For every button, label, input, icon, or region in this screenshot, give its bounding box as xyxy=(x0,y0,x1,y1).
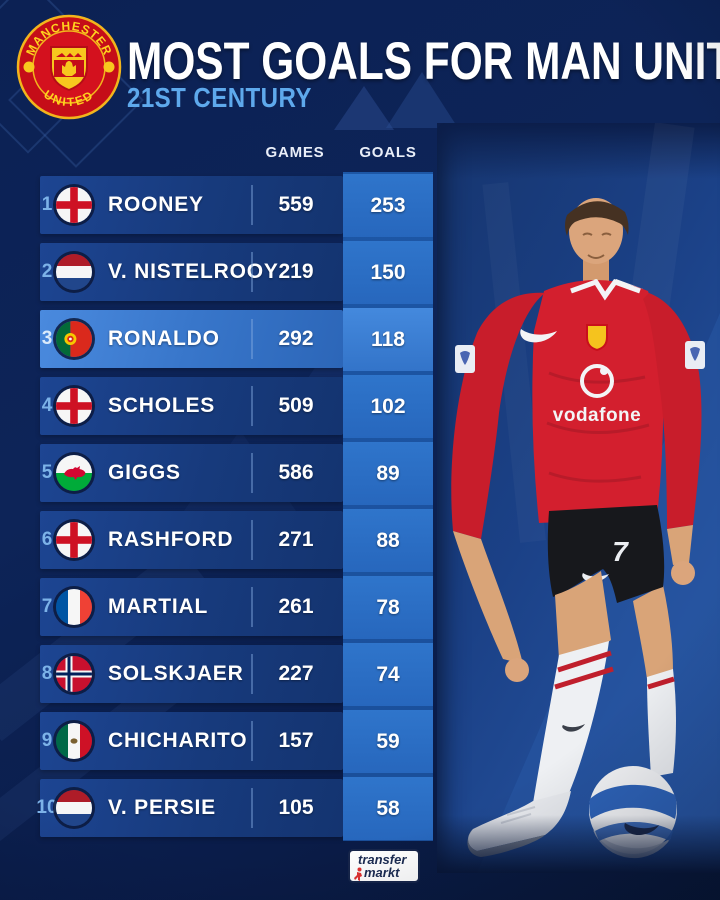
games-value: 586 xyxy=(278,461,314,484)
table-row: 4 SCHOLES 509 102 xyxy=(40,375,433,438)
goals-value: 59 xyxy=(376,730,400,753)
games-value: 509 xyxy=(278,394,314,417)
england-flag-icon xyxy=(56,522,92,558)
player-name: MARTIAL xyxy=(108,595,209,618)
netherlands-flag-icon xyxy=(56,790,92,826)
table-row: 7 MARTIAL 261 78 xyxy=(40,576,433,639)
mexico-flag-icon xyxy=(56,723,92,759)
goals-value: 88 xyxy=(376,529,400,552)
norway-flag-icon xyxy=(56,656,92,692)
transfermarkt-player-icon xyxy=(354,867,362,881)
goals-value: 74 xyxy=(376,663,400,686)
portugal-flag-icon xyxy=(56,321,92,357)
manchester-united-crest: MANCHESTER UNITED xyxy=(16,14,122,120)
player-name: SCHOLES xyxy=(108,394,216,417)
france-flag-icon xyxy=(56,589,92,625)
goals-value: 253 xyxy=(370,194,406,217)
games-value: 219 xyxy=(278,260,314,283)
sponsor-text: vodafone xyxy=(553,405,641,426)
transfermarkt-logo: transfer markt xyxy=(348,849,420,883)
player-figure-illustration: vodafone 7 xyxy=(451,123,720,873)
column-header-games: GAMES xyxy=(265,144,325,161)
goals-cell: 253 xyxy=(343,174,433,237)
goals-value: 150 xyxy=(370,261,406,284)
football-icon xyxy=(589,766,677,859)
games-value: 292 xyxy=(278,327,314,350)
games-value: 261 xyxy=(278,595,314,618)
goals-cell: 89 xyxy=(343,442,433,505)
england-flag-icon xyxy=(56,388,92,424)
player-name: SOLSKJAER xyxy=(108,662,244,685)
goals-cell: 150 xyxy=(343,241,433,304)
goals-value: 118 xyxy=(371,328,405,351)
background-pattern-peak xyxy=(334,86,394,130)
shirt-body xyxy=(532,280,664,523)
wales-flag-icon xyxy=(56,455,92,491)
goals-cell: 58 xyxy=(343,777,433,840)
table-row: 3 RONALDO 292 118 xyxy=(40,308,433,371)
transfermarkt-line2: markt xyxy=(364,865,400,880)
ball-swoosh-icon xyxy=(624,823,659,835)
shorts-number: 7 xyxy=(612,536,629,567)
table-row: 1 ROONEY 559 253 xyxy=(40,174,433,237)
page-subtitle: 21ST CENTURY xyxy=(127,82,312,113)
player-name: RONALDO xyxy=(108,327,220,350)
goals-cell: 59 xyxy=(343,710,433,773)
goals-cell: 74 xyxy=(343,643,433,706)
table-row: 10 V. PERSIE 105 58 xyxy=(36,777,433,840)
games-value: 105 xyxy=(278,796,314,819)
table-row: 9 CHICHARITO 157 59 xyxy=(40,710,433,773)
crest-football-left xyxy=(23,61,35,73)
games-value: 227 xyxy=(278,662,314,685)
netherlands-flag-icon xyxy=(56,254,92,290)
goals-value: 78 xyxy=(376,596,400,619)
england-flag-icon xyxy=(56,187,92,223)
games-value: 559 xyxy=(278,193,314,216)
goals-cell: 88 xyxy=(343,509,433,572)
goals-cell: 102 xyxy=(343,375,433,438)
games-value: 157 xyxy=(278,729,314,752)
player-name: RASHFORD xyxy=(108,528,234,551)
player-name: ROONEY xyxy=(108,193,204,216)
goals-value: 58 xyxy=(376,797,400,820)
chest-crest xyxy=(586,324,608,352)
games-value: 271 xyxy=(278,528,314,551)
player-name: V. PERSIE xyxy=(108,796,216,819)
player-name: CHICHARITO xyxy=(108,729,248,752)
crest-football-right xyxy=(103,61,115,73)
table-row: 6 RASHFORD 271 88 xyxy=(40,509,433,572)
table-row: 5 GIGGS 586 89 xyxy=(40,442,433,505)
player-photo: vodafone 7 xyxy=(437,123,720,873)
column-header-goals: GOALS xyxy=(359,144,417,161)
player-name: GIGGS xyxy=(108,461,181,484)
table-row: 8 SOLSKJAER 227 74 xyxy=(40,643,433,706)
goals-value: 102 xyxy=(370,395,406,418)
goals-cell: 118 xyxy=(343,308,433,371)
table-row: 2 V. NISTELROOY 219 150 xyxy=(40,241,433,304)
goals-cell: 78 xyxy=(343,576,433,639)
goals-value: 89 xyxy=(376,462,400,485)
